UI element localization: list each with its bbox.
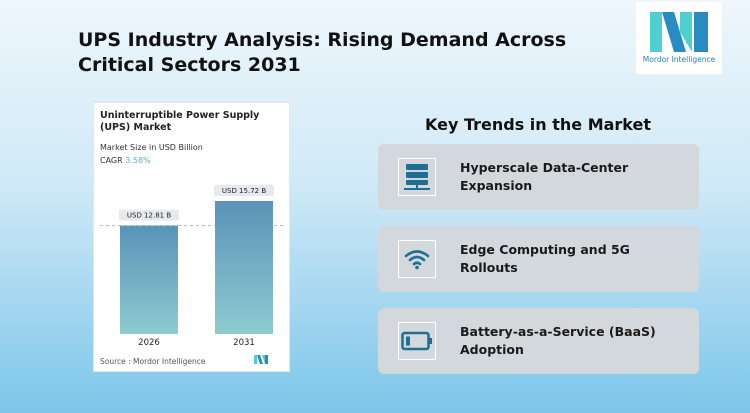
data-label: USD 15.72 B [222, 187, 266, 195]
trends-heading: Key Trends in the Market [424, 115, 652, 134]
x-tick-label: 2031 [233, 338, 255, 348]
source-logo-icon [254, 355, 268, 364]
chart-source: Source : Mordor Intelligence [100, 357, 206, 366]
logo-text: Mordor Intelligence [642, 55, 716, 64]
trend-card-edge-5g: Edge Computing and 5G Rollouts [378, 226, 699, 292]
trend-card-baas: Battery-as-a-Service (BaaS) Adoption [378, 308, 699, 374]
trend-card-hyperscale: Hyperscale Data-Center Expansion [378, 144, 699, 210]
chart-card: USD 12.81 B 2026 USD 15.72 B 2031 Uninterru… [93, 102, 290, 372]
data-label-bg [119, 209, 179, 221]
bar-2026 [120, 225, 178, 334]
wifi-icon [398, 240, 436, 278]
cagr: CAGR 3.58% [100, 156, 151, 165]
cagr-value: 3.58% [125, 156, 151, 165]
mordor-logo: Mordor Intelligence [636, 2, 722, 74]
data-label-bg [214, 185, 274, 196]
page-title: UPS Industry Analysis: Rising Demand Acr… [78, 29, 567, 76]
trend-label: Edge Computing and 5G Rollouts [460, 242, 630, 275]
trend-label: Hyperscale Data-Center Expansion [460, 160, 629, 193]
bar-2031 [215, 201, 273, 334]
trend-label: Battery-as-a-Service (BaaS) Adoption [460, 324, 656, 357]
bar-chart: USD 12.81 B 2026 USD 15.72 B 2031 [100, 185, 285, 364]
data-label: USD 12.81 B [127, 212, 171, 220]
x-tick-label: 2026 [138, 338, 160, 348]
battery-icon [398, 322, 436, 360]
mordor-logo-mark [650, 12, 708, 52]
cagr-label: CAGR [100, 156, 123, 165]
chart-title: Uninterruptible Power Supply (UPS) Marke… [100, 110, 260, 133]
server-icon [398, 158, 436, 196]
chart-subtitle: Market Size in USD Billion [100, 143, 203, 152]
